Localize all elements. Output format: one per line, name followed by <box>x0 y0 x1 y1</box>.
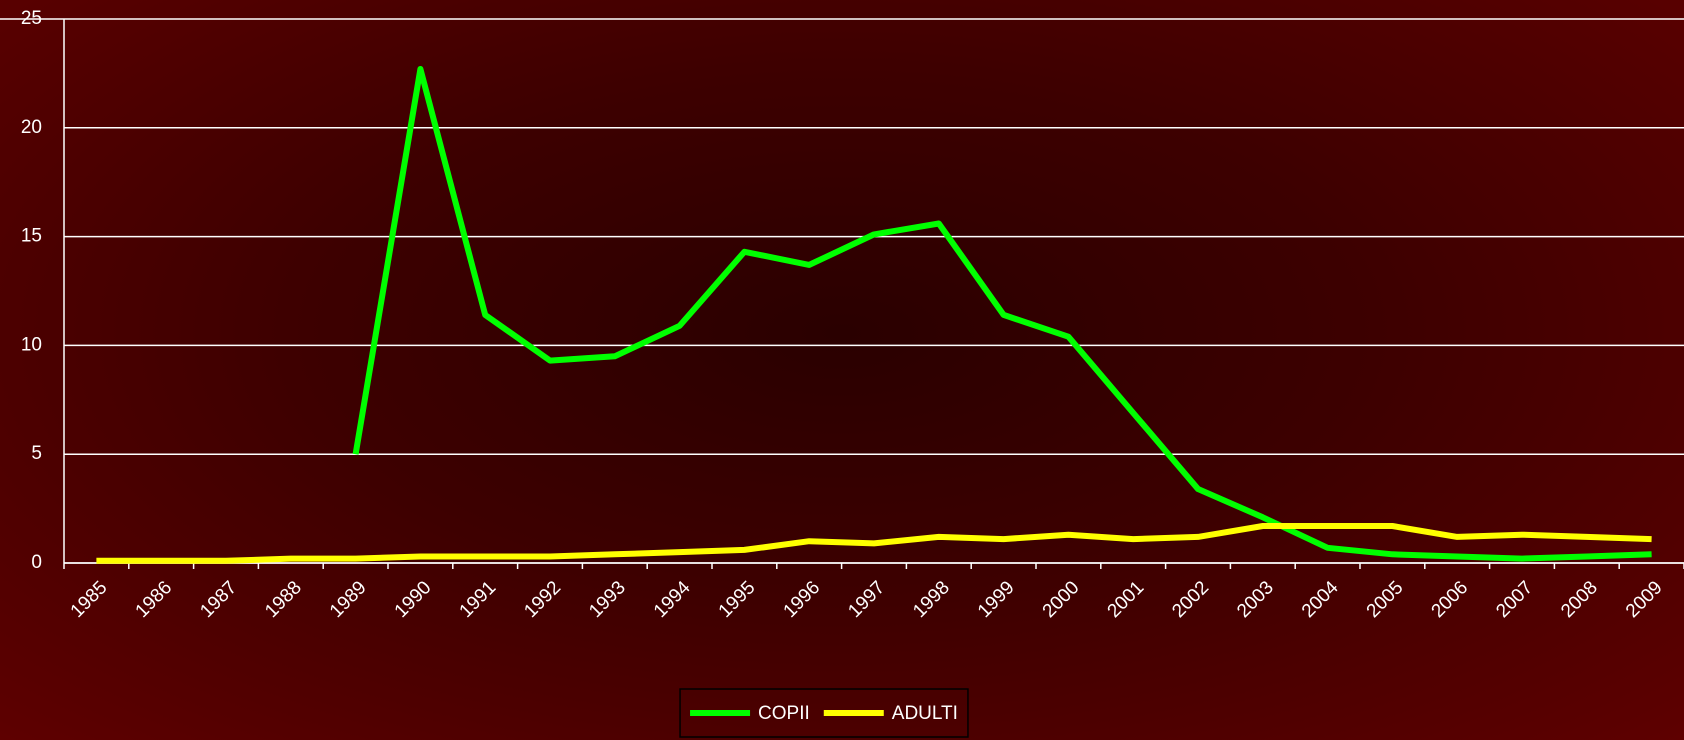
x-tick-label: 1996 <box>780 577 825 622</box>
y-tick-label: 0 <box>31 552 42 573</box>
x-tick-label: 1997 <box>844 577 889 622</box>
x-tick-label: 2006 <box>1428 577 1473 622</box>
y-tick-label: 20 <box>21 117 42 138</box>
x-tick-label: 2005 <box>1363 577 1408 622</box>
x-tick-label: 2008 <box>1557 577 1602 622</box>
x-tick-label: 2004 <box>1298 577 1343 622</box>
legend-box <box>679 688 969 738</box>
x-tick-label: 1995 <box>715 577 760 622</box>
x-tick-label: 1989 <box>326 577 371 622</box>
x-tick-label: 1992 <box>520 577 565 622</box>
y-tick-label: 15 <box>21 226 42 247</box>
x-tick-label: 2002 <box>1168 577 1213 622</box>
x-tick-label: 1991 <box>456 577 501 622</box>
x-tick-label: 1993 <box>585 577 630 622</box>
legend-label: COPII <box>758 703 810 724</box>
legend-label: ADULTI <box>892 703 958 724</box>
x-tick-label: 2000 <box>1039 577 1084 622</box>
x-tick-label: 2001 <box>1104 577 1149 622</box>
series-line <box>96 523 1652 564</box>
series-line <box>352 66 1652 562</box>
x-tick-label: 1994 <box>650 577 695 622</box>
x-tick-label: 2003 <box>1233 577 1278 622</box>
x-tick-label: 1987 <box>196 577 241 622</box>
y-tick-label: 5 <box>31 443 42 464</box>
x-tick-label: 1998 <box>909 577 954 622</box>
x-tick-label: 1999 <box>974 577 1019 622</box>
x-tick-label: 1985 <box>67 577 112 622</box>
legend: COPII ADULTI <box>679 688 969 738</box>
x-tick-label: 1990 <box>391 577 436 622</box>
x-tick-label: 2007 <box>1492 577 1537 622</box>
x-tick-label: 1988 <box>261 577 306 622</box>
y-tick-label: 10 <box>21 334 42 355</box>
x-tick-label: 1986 <box>132 577 177 622</box>
x-tick-label: 2009 <box>1622 577 1667 622</box>
